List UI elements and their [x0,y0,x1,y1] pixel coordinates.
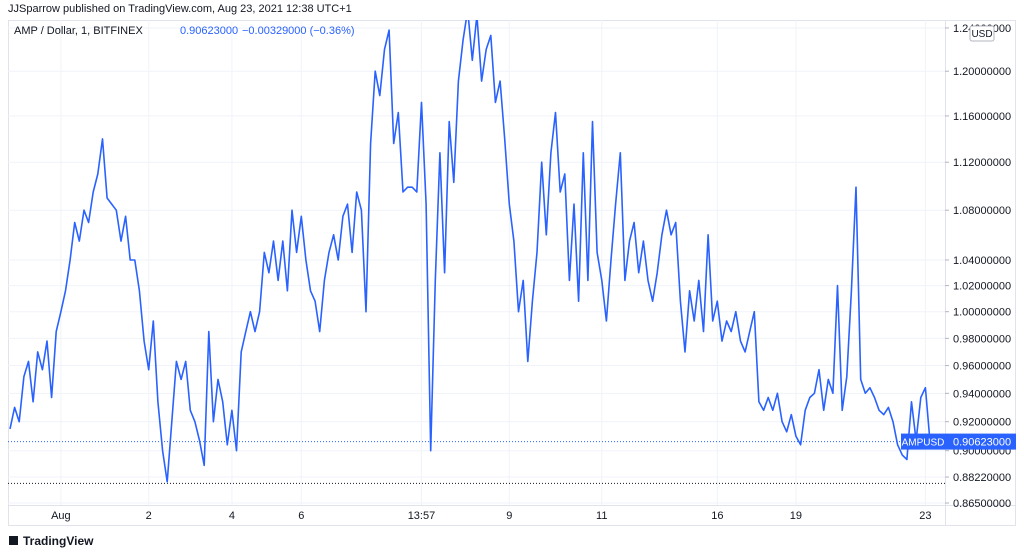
y-tick-label: 0.98000000 [953,333,1011,345]
logo [9,536,18,545]
y-tick-label: 0.88220000 [953,472,1011,484]
x-tick-label: 9 [506,510,512,522]
x-tick-label: 6 [298,510,304,522]
y-tick-label: 0.94000000 [953,388,1011,400]
series-tag-label: AMPUSD [902,438,945,449]
x-tick-label: 4 [229,510,235,522]
y-tick-label: 0.92000000 [953,417,1011,429]
x-tick-label: 11 [596,510,607,522]
y-tick-label: 1.12000000 [953,157,1011,169]
y-tick-label: 1.16000000 [953,111,1011,123]
publish-title: JJSparrow published on TradingView.com, … [8,3,352,15]
price-line [9,20,931,483]
y-tick-label: 1.08000000 [953,205,1011,217]
y-tick-label: 1.02000000 [953,281,1011,293]
y-tick-label: 0.96000000 [953,361,1011,373]
y-tick-label: 1.00000000 [953,307,1011,319]
currency-box[interactable] [969,25,995,42]
price-tag-label: 0.90623000 [953,437,1011,449]
currency[interactable]: USD [971,29,992,40]
y-tick-label: 1.20000000 [953,66,1011,78]
x-tick-label: 16 [711,510,723,522]
x-tick-label: 23 [919,510,931,522]
axes: 0.865000000.882200000.900000000.92000000… [51,23,1016,522]
y-tick-label: 0.86500000 [953,498,1011,510]
legend-last: 0.90623000 [180,25,238,37]
x-tick-label: Aug [51,510,71,522]
legend-symbol: AMP / Dollar, 1, BITFINEX [14,25,143,37]
y-tick-label: 1.04000000 [953,255,1011,267]
x-tick-label: 2 [146,510,152,522]
grid [8,20,945,505]
series-tag [901,433,945,450]
price-tag [945,433,1016,450]
plot [8,20,945,484]
brand: TradingView [9,534,94,548]
brand-name: TradingView [23,534,94,548]
x-tick-label: 19 [790,510,802,522]
x-tick-label: 13:57 [408,510,436,522]
chart-frame [8,20,1016,526]
legend-change: −0.00329000 (−0.36%) [242,25,355,37]
